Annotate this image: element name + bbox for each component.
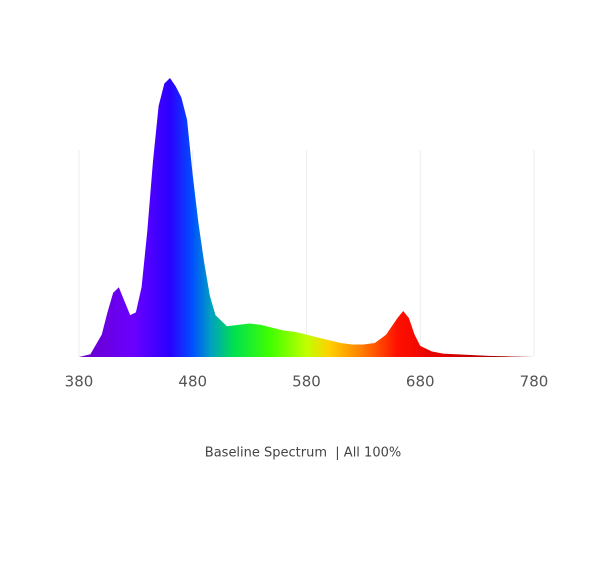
x-tick-label: 680 xyxy=(406,373,435,391)
x-tick-label: 580 xyxy=(292,373,321,391)
chart-title: Baseline Spectrum | All 100% xyxy=(205,446,401,461)
spectrum-area xyxy=(79,78,534,357)
x-tick-label: 780 xyxy=(520,373,549,391)
x-tick-label: 380 xyxy=(65,373,94,391)
x-tick-label: 480 xyxy=(178,373,207,391)
